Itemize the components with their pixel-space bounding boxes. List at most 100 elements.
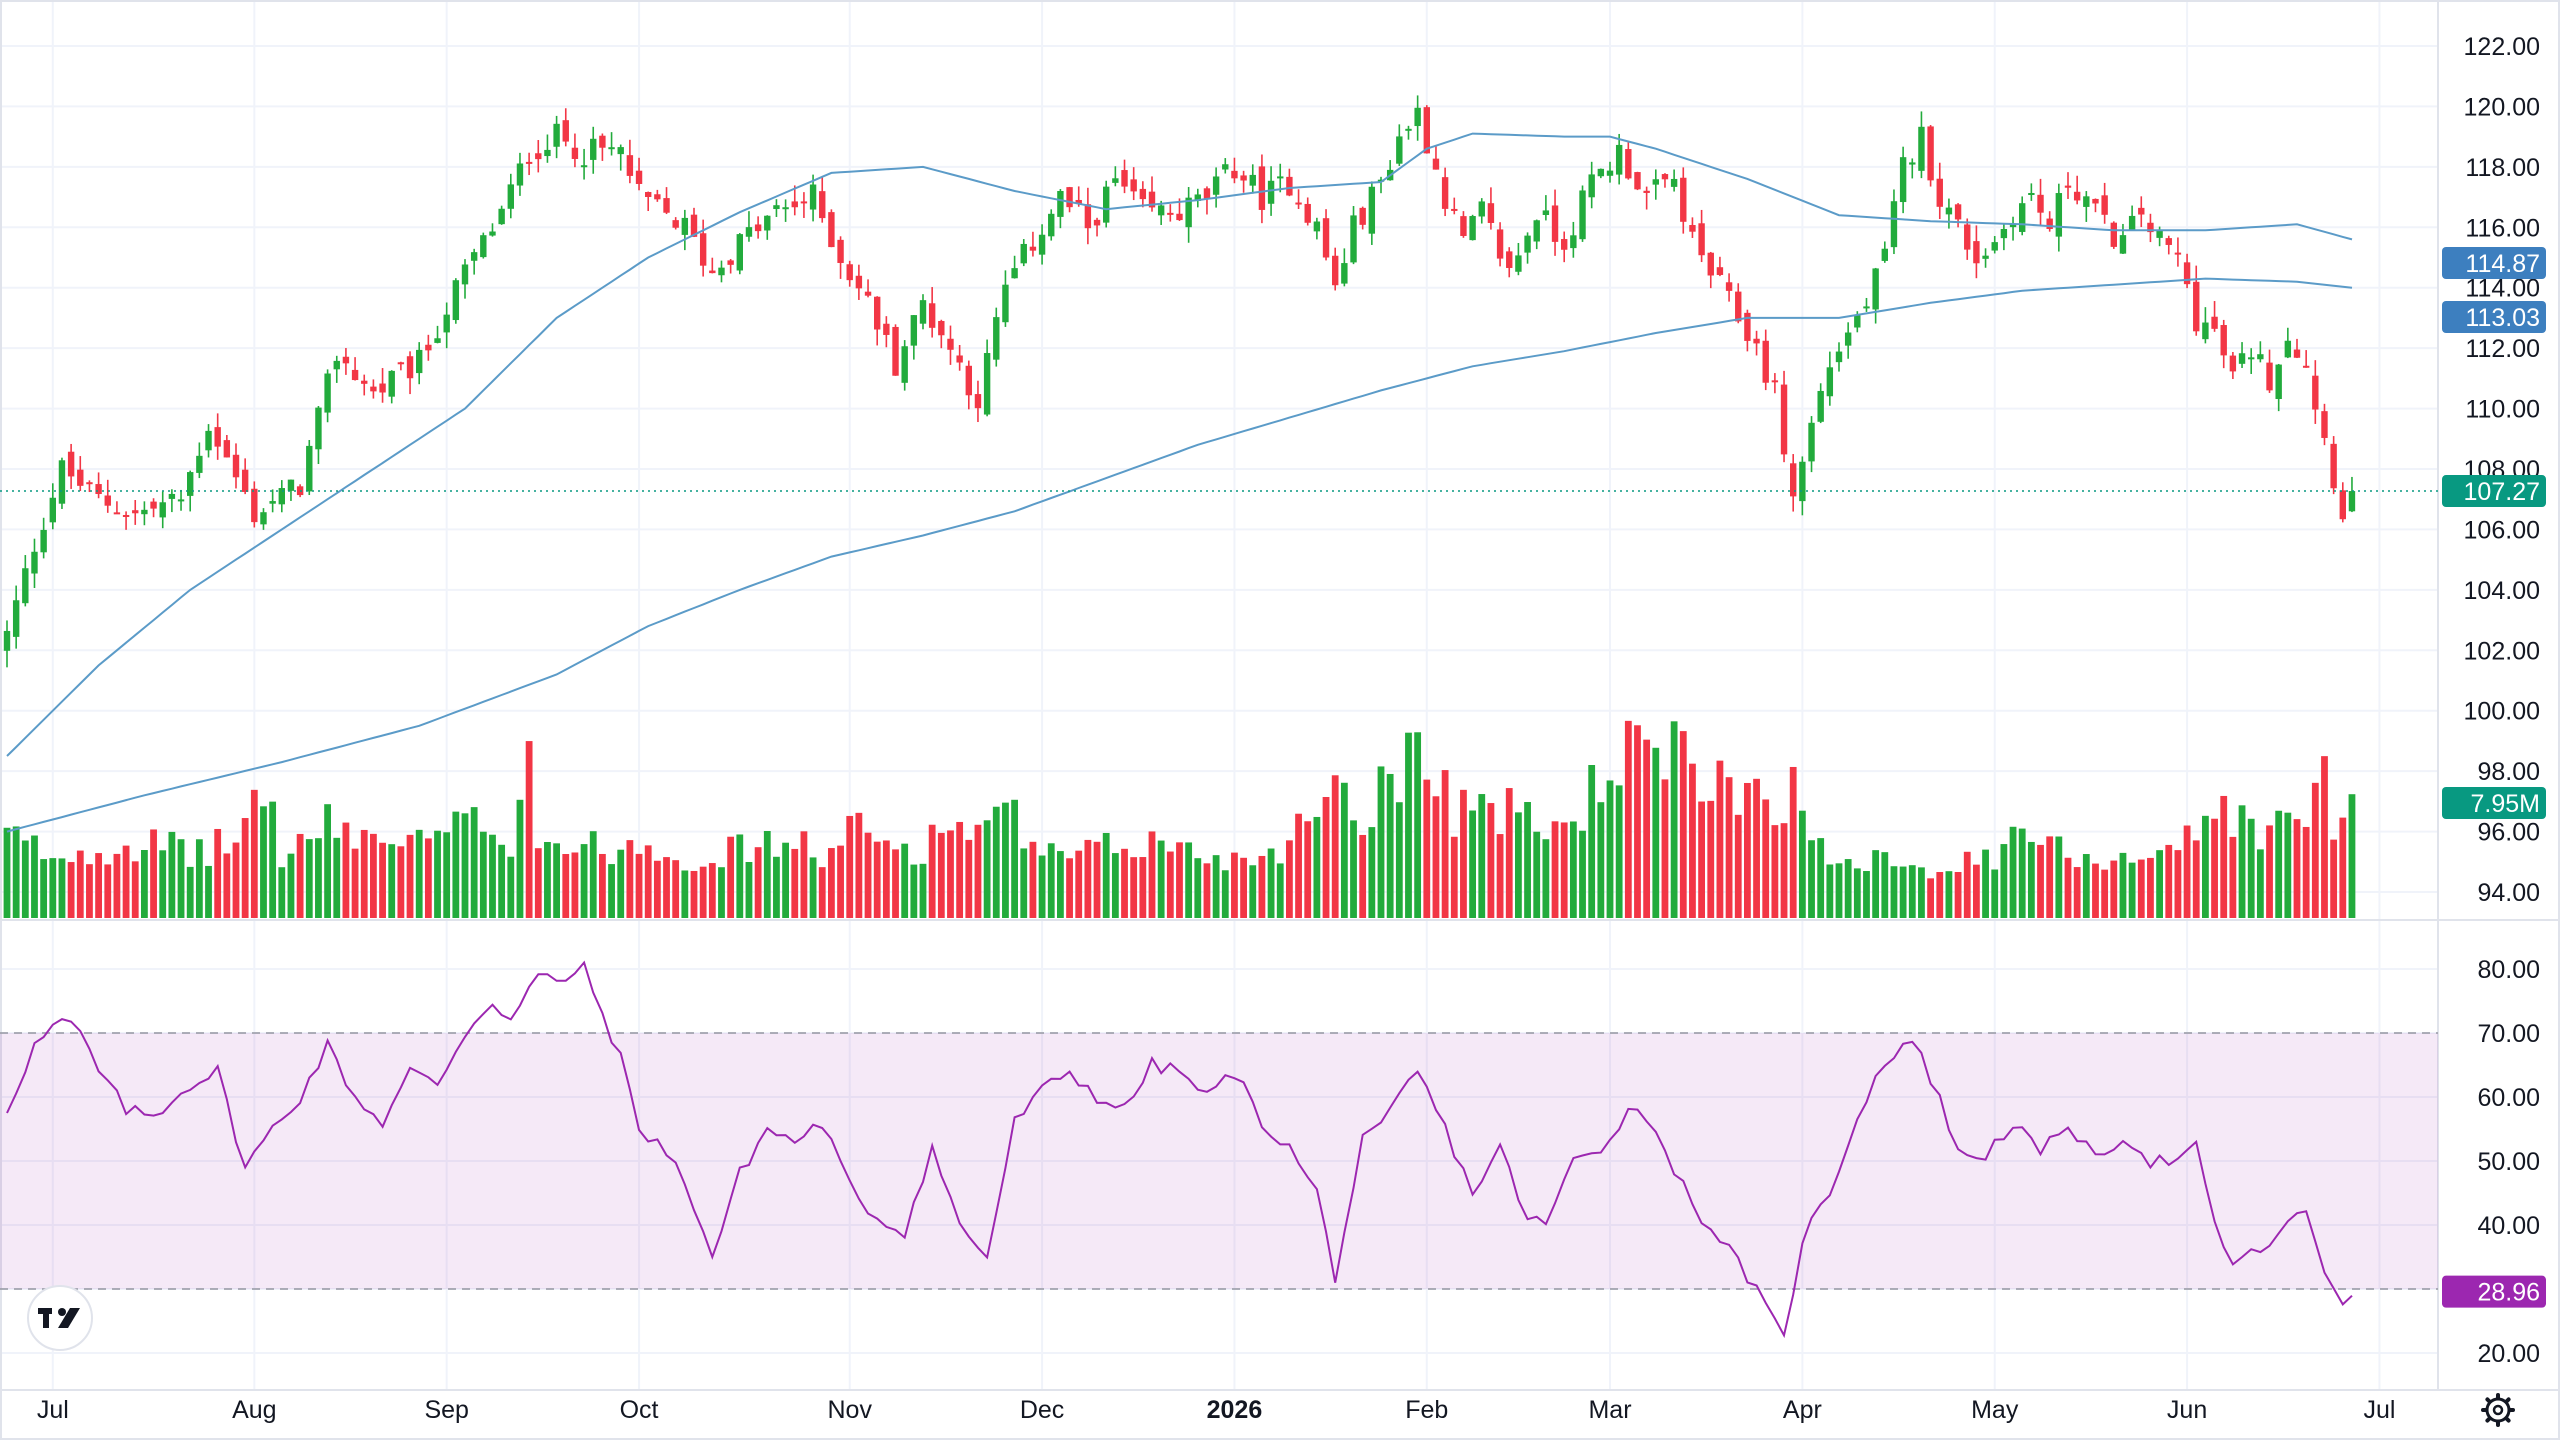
candle <box>2266 349 2273 393</box>
volume-bar <box>1240 857 1247 918</box>
gear-icon[interactable] <box>2481 1393 2515 1427</box>
candle <box>260 508 267 530</box>
candle <box>1817 383 1824 424</box>
volume-bar <box>2211 818 2218 918</box>
candle <box>1661 173 1669 188</box>
volume-bar <box>86 864 93 918</box>
volume-bar <box>2073 867 2081 918</box>
candle <box>1991 236 1998 254</box>
candle <box>333 355 340 383</box>
candle <box>2302 350 2310 368</box>
candle <box>2321 403 2328 446</box>
candle <box>1515 242 1522 276</box>
candle <box>342 348 350 375</box>
candle <box>571 133 579 168</box>
last-price-badge: 107.27 <box>2442 475 2546 508</box>
volume-bar <box>589 831 597 918</box>
candle <box>1909 158 1916 179</box>
volume-bar <box>2302 826 2310 918</box>
candle <box>727 259 734 274</box>
volume-bar <box>571 852 579 918</box>
candle <box>461 259 469 299</box>
volume-bar <box>745 861 753 918</box>
candle <box>388 370 395 404</box>
svg-text:28.96: 28.96 <box>2477 1279 2540 1307</box>
volume-bar <box>1844 859 1852 918</box>
moving-averages <box>0 132 2438 833</box>
candle <box>2275 363 2282 412</box>
candle <box>2128 205 2136 230</box>
volume-bar <box>489 834 496 918</box>
volume-bar <box>1212 855 1220 918</box>
candle <box>1029 231 1037 257</box>
candle <box>2019 196 2026 236</box>
volume-badge: 7.95M <box>2442 787 2546 819</box>
time-axis-label: Jun <box>2167 1396 2207 1424</box>
volume-bar <box>342 822 350 918</box>
candle <box>1423 105 1430 154</box>
candle <box>617 144 624 171</box>
candle <box>1002 270 1009 327</box>
candle <box>672 217 679 230</box>
candle <box>1231 157 1238 184</box>
candle <box>177 489 185 511</box>
volume-bar <box>507 856 515 918</box>
candle <box>1249 164 1256 194</box>
candle <box>49 483 56 530</box>
candle <box>699 219 707 277</box>
volume-bar <box>580 844 588 918</box>
volume-bar <box>95 853 102 918</box>
volume-bar <box>1615 785 1623 918</box>
volume-bar <box>2055 836 2063 918</box>
volume-bar <box>1560 822 1568 918</box>
svg-text:7.95M: 7.95M <box>2471 790 2540 818</box>
volume-bar <box>1166 851 1174 918</box>
candle <box>2293 338 2301 359</box>
volume-bar <box>1011 799 1018 918</box>
volume-bar <box>1350 820 1357 918</box>
volume-bar <box>269 801 277 918</box>
rsi-axis-label: 70.00 <box>2477 1020 2540 1048</box>
volume-bar <box>1606 780 1614 918</box>
candle <box>1167 204 1174 222</box>
candle <box>800 192 808 218</box>
volume-bar <box>1460 789 1467 918</box>
candle <box>1524 232 1531 264</box>
candle <box>1643 186 1650 210</box>
volume-bar <box>1047 843 1055 918</box>
volume-bar <box>122 845 130 918</box>
volume-bar <box>1194 858 1202 918</box>
volume-bar <box>1853 868 1861 918</box>
volume-bar <box>1441 770 1449 918</box>
volume-bar <box>837 845 844 918</box>
volume-bar <box>1542 839 1550 918</box>
volume-bar <box>397 846 405 918</box>
volume-bar <box>1744 782 1751 918</box>
volume-bar <box>2339 817 2347 918</box>
candle <box>214 413 221 460</box>
volume-bar <box>1057 851 1064 918</box>
volume-bar <box>928 824 936 918</box>
tradingview-logo-icon[interactable] <box>27 1285 93 1351</box>
volume-bar <box>1762 799 1770 918</box>
candle <box>544 134 551 163</box>
volume-bar <box>1148 831 1156 918</box>
ma-long-line <box>6 277 2353 833</box>
candle <box>1780 370 1788 463</box>
candle <box>1405 125 1412 140</box>
volume-bar <box>1258 855 1266 918</box>
volume-bar <box>2284 812 2292 918</box>
candle <box>1194 188 1201 208</box>
volume-bar <box>104 864 112 918</box>
volume-bar <box>250 789 258 918</box>
volume-bar <box>1322 796 1330 918</box>
volume-bar <box>1267 848 1275 918</box>
candle <box>1451 197 1458 215</box>
volume-bar <box>1487 803 1495 918</box>
volume-bar <box>2238 805 2246 918</box>
candle <box>1570 221 1577 258</box>
volume-bar <box>1973 864 1980 918</box>
volume-bar <box>947 830 954 918</box>
